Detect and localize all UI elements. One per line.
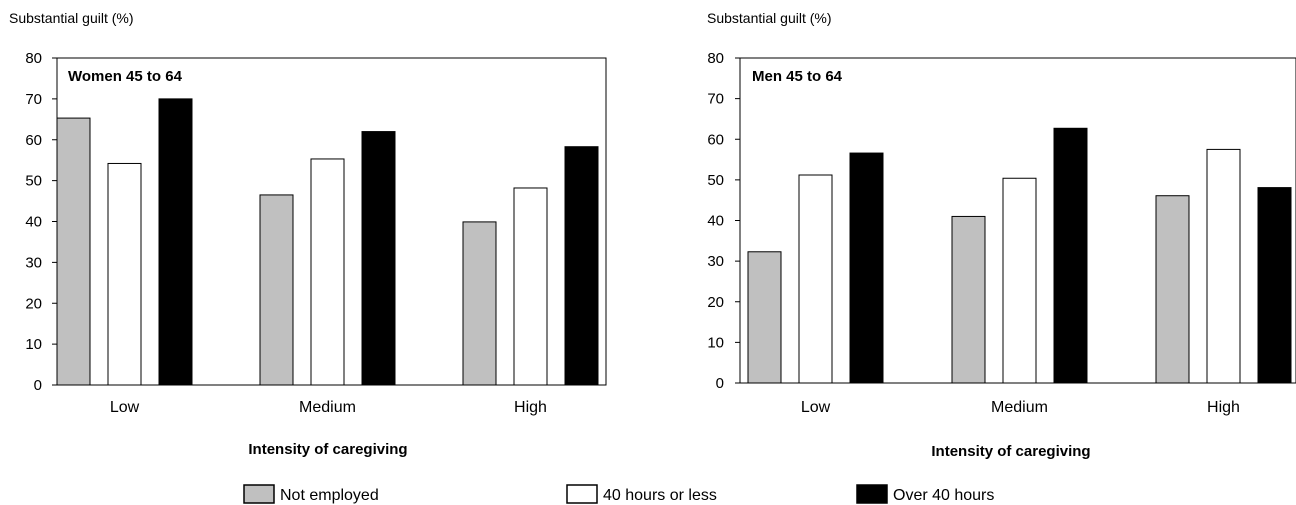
y-tick-label: 80 [707,50,724,67]
bar [1155,195,1190,384]
y-tick-label: 0 [34,377,42,394]
bar [1257,187,1292,384]
bar [747,251,782,384]
y-tick-label: 60 [707,131,724,148]
bar [107,162,142,386]
bar [158,98,193,386]
y-tick-label: 0 [716,375,724,392]
y-tick-label: 40 [707,213,724,230]
bar [951,215,986,384]
y-tick-label: 30 [707,253,724,270]
x-category-label: Medium [991,399,1048,416]
chart-title: Women 45 to 64 [68,68,183,85]
bar [310,158,345,386]
bar [361,131,396,386]
x-category-label: High [514,399,547,416]
x-category-label: Low [110,399,140,416]
men-chart: Substantial guilt (%) 0 10 20 30 40 50 60 70 80 Me… [707,10,1296,460]
legend: Not employed 40 hours or less Over 40 hour… [243,484,994,504]
y-axis-label: Substantial guilt (%) [9,10,134,26]
bar [259,194,294,386]
bar [849,152,884,384]
y-tick-label: 70 [707,91,724,108]
bar [56,117,91,386]
legend-swatch [566,484,598,504]
y-tick-label: 10 [707,334,724,351]
legend-label: Over 40 hours [893,487,994,504]
bar [1002,177,1037,384]
x-category-label: Low [801,399,831,416]
x-axis-label: Intensity of caregiving [248,441,407,458]
y-tick-label: 20 [25,295,42,312]
y-tick-label: 40 [25,214,42,231]
legend-swatch [243,484,275,504]
bar [564,146,599,386]
x-category-label: Medium [299,399,356,416]
x-axis-label: Intensity of caregiving [931,443,1090,460]
bar [1053,127,1088,384]
y-tick-label: 70 [25,91,42,108]
bar [798,174,833,384]
legend-swatch [856,484,888,504]
y-tick-label: 30 [25,254,42,271]
chart-title: Men 45 to 64 [752,68,843,85]
y-axis-label: Substantial guilt (%) [707,10,832,26]
legend-label: 40 hours or less [603,487,717,504]
bar [1206,148,1241,384]
x-category-label: High [1207,399,1240,416]
women-chart: Substantial guilt (%) 0 10 20 30 40 50 60 70 80 Wo… [9,10,607,458]
y-tick-label: 20 [707,294,724,311]
legend-label: Not employed [280,487,379,504]
y-tick-label: 50 [707,172,724,189]
y-tick-label: 50 [25,173,42,190]
y-tick-label: 60 [25,132,42,149]
bar [513,187,548,386]
bar [462,221,497,386]
y-tick-label: 10 [25,336,42,353]
y-tick-label: 80 [25,50,42,67]
